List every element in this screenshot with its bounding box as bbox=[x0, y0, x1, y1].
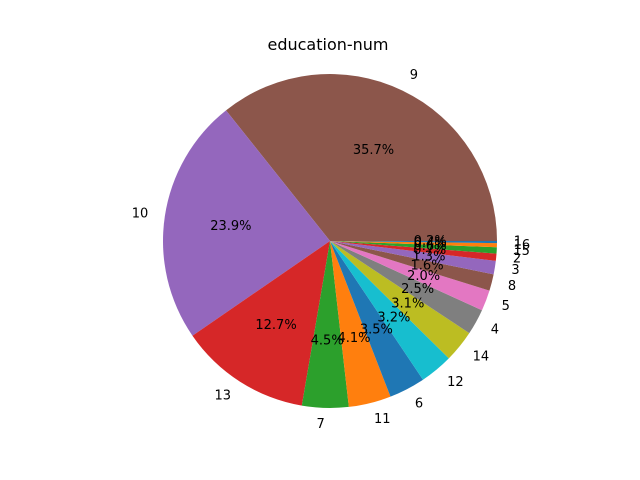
slice-label-6: 6 bbox=[415, 396, 423, 411]
slice-label-7: 7 bbox=[317, 417, 325, 432]
pie-slice-2 bbox=[330, 241, 497, 261]
pie-slice-9 bbox=[225, 74, 497, 242]
pct-label-13: 12.7% bbox=[255, 318, 296, 333]
slice-label-2: 2 bbox=[513, 251, 521, 266]
slice-label-3: 3 bbox=[511, 263, 519, 278]
slice-label-12: 12 bbox=[447, 375, 464, 390]
pct-label-12: 3.2% bbox=[377, 311, 410, 326]
pie-slice-8 bbox=[330, 241, 494, 291]
pct-label-1: 0.2% bbox=[414, 234, 447, 249]
pie-slice-3 bbox=[330, 241, 496, 275]
pie-slice-13 bbox=[192, 241, 330, 406]
slice-label-10: 10 bbox=[132, 206, 149, 221]
chart-title: education-num bbox=[267, 35, 388, 54]
pie-labels: 935.7%1023.9%1312.7%74.5%114.1%63.5%123.… bbox=[132, 68, 530, 432]
slice-label-11: 11 bbox=[374, 412, 391, 427]
pie-slice-12 bbox=[330, 241, 449, 380]
pct-label-9: 35.7% bbox=[353, 143, 394, 158]
slice-label-8: 8 bbox=[508, 279, 516, 294]
slice-label-5: 5 bbox=[502, 299, 510, 314]
pct-label-11: 4.1% bbox=[337, 331, 370, 346]
slice-label-9: 9 bbox=[410, 68, 418, 83]
slice-label-14: 14 bbox=[473, 349, 490, 364]
slice-label-13: 13 bbox=[215, 388, 232, 403]
pie-slice-4 bbox=[330, 241, 482, 334]
pie-slice-5 bbox=[330, 241, 490, 311]
pie-slice-14 bbox=[330, 241, 470, 359]
pie-slice-7 bbox=[301, 241, 349, 409]
pct-label-5: 2.0% bbox=[407, 269, 440, 284]
pie-slice-6 bbox=[330, 241, 423, 397]
pie-slice-16 bbox=[330, 241, 497, 248]
pie-slices bbox=[162, 74, 497, 409]
pie-slice-11 bbox=[330, 241, 391, 407]
pct-label-3: 1.3% bbox=[412, 249, 445, 264]
pct-label-8: 1.6% bbox=[411, 258, 444, 273]
slice-label-15: 15 bbox=[513, 244, 530, 259]
pct-label-6: 3.5% bbox=[360, 322, 393, 337]
pct-label-2: 0.7% bbox=[413, 243, 446, 258]
pct-label-14: 3.1% bbox=[391, 297, 424, 312]
pct-label-10: 23.9% bbox=[210, 219, 251, 234]
pct-label-16: 0.4% bbox=[414, 236, 447, 251]
slice-label-4: 4 bbox=[491, 323, 499, 338]
pct-label-4: 2.5% bbox=[401, 282, 434, 297]
pie-slice-10 bbox=[162, 110, 330, 336]
pct-label-15: 0.6% bbox=[414, 239, 447, 254]
slice-label-16: 16 bbox=[514, 238, 531, 253]
slice-label-1: 1 bbox=[514, 235, 522, 250]
pie-slice-15 bbox=[330, 241, 497, 254]
pct-label-7: 4.5% bbox=[311, 334, 344, 349]
pie-slice-1 bbox=[330, 241, 497, 244]
